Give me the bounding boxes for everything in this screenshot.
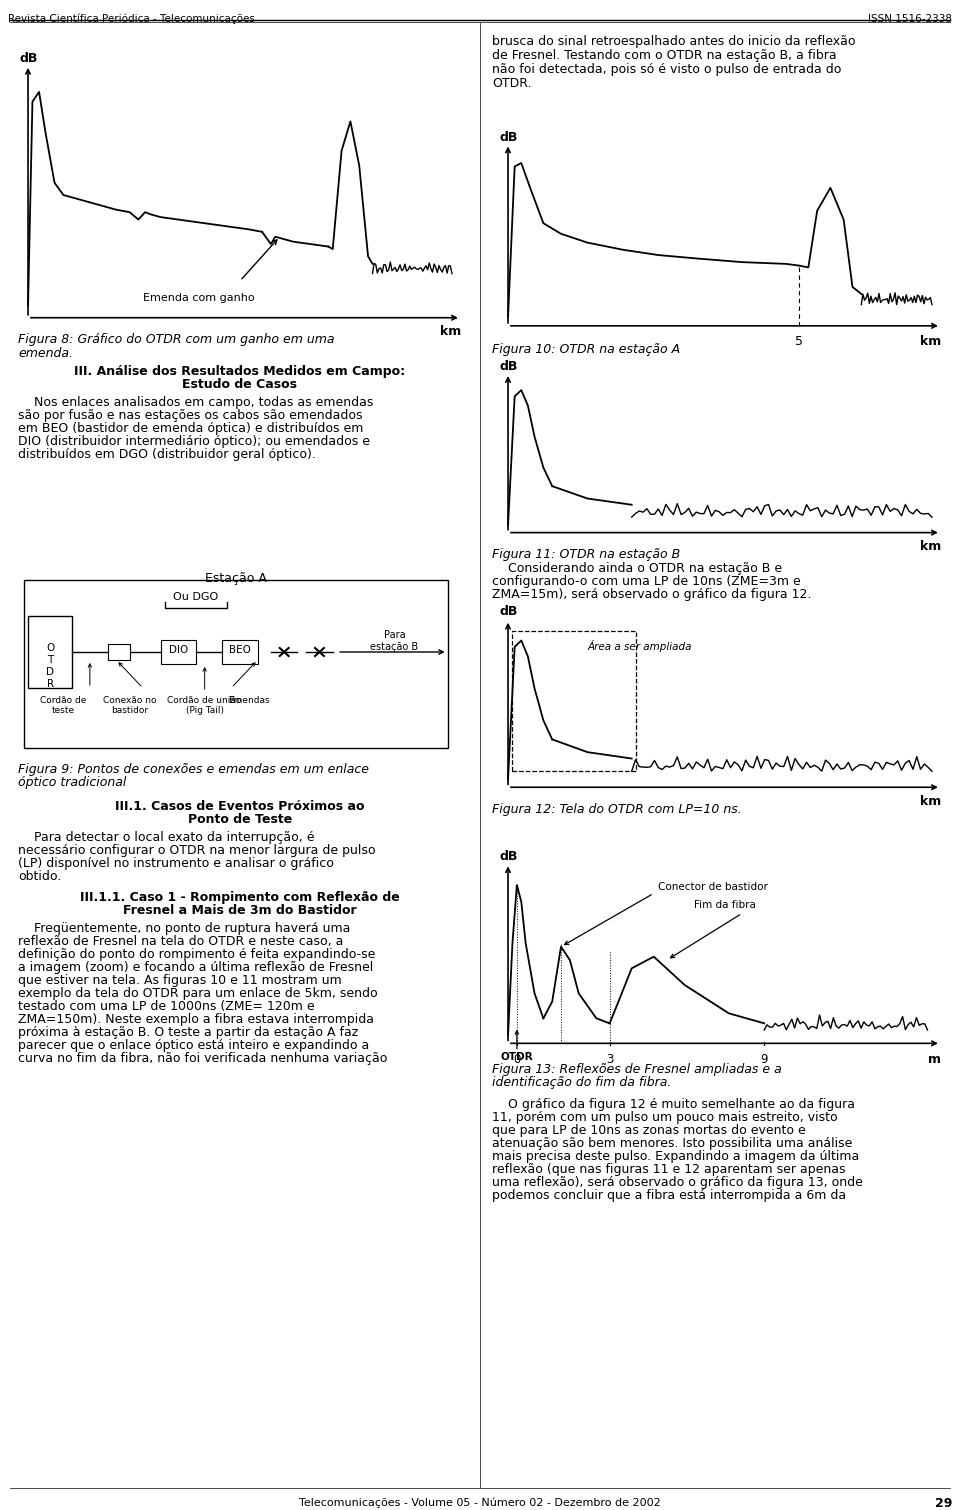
Text: m: m bbox=[927, 1054, 941, 1066]
Text: Para: Para bbox=[384, 630, 405, 640]
Text: III.1.1. Caso 1 - Rompimento com Reflexão de: III.1.1. Caso 1 - Rompimento com Reflexã… bbox=[80, 891, 400, 904]
Text: em BEO (bastidor de emenda óptica) e distribuídos em: em BEO (bastidor de emenda óptica) e dis… bbox=[18, 421, 364, 435]
Text: Emendas: Emendas bbox=[228, 696, 270, 705]
Text: Ponto de Teste: Ponto de Teste bbox=[188, 812, 292, 826]
Text: mais precisa deste pulso. Expandindo a imagem da última: mais precisa deste pulso. Expandindo a i… bbox=[492, 1151, 859, 1163]
Text: R: R bbox=[46, 680, 54, 689]
Text: km: km bbox=[440, 325, 461, 338]
Text: atenuação são bem menores. Isto possibilita uma análise: atenuação são bem menores. Isto possibil… bbox=[492, 1137, 852, 1151]
Text: Figura 12: Tela do OTDR com LP=10 ns.: Figura 12: Tela do OTDR com LP=10 ns. bbox=[492, 803, 742, 815]
Text: T: T bbox=[47, 655, 53, 664]
Text: de Fresnel. Testando com o OTDR na estação B, a fibra: de Fresnel. Testando com o OTDR na estaç… bbox=[492, 48, 836, 62]
Text: Fim da fibra: Fim da fibra bbox=[693, 900, 756, 911]
Text: 5: 5 bbox=[796, 335, 804, 347]
Text: testado com uma LP de 1000ns (ZME= 120m e: testado com uma LP de 1000ns (ZME= 120m … bbox=[18, 1000, 315, 1013]
Text: O gráfico da figura 12 é muito semelhante ao da figura: O gráfico da figura 12 é muito semelhant… bbox=[492, 1098, 855, 1111]
Text: (LP) disponível no instrumento e analisar o gráfico: (LP) disponível no instrumento e analisa… bbox=[18, 858, 334, 870]
Text: dB: dB bbox=[499, 606, 517, 618]
Text: Nos enlaces analisados em campo, todas as emendas: Nos enlaces analisados em campo, todas a… bbox=[18, 396, 373, 409]
Text: definição do ponto do rompimento é feita expandindo-se: definição do ponto do rompimento é feita… bbox=[18, 948, 375, 960]
Text: III. Análise dos Resultados Medidos em Campo:: III. Análise dos Resultados Medidos em C… bbox=[75, 365, 405, 378]
Text: a imagem (zoom) e focando a última reflexão de Fresnel: a imagem (zoom) e focando a última refle… bbox=[18, 960, 373, 974]
Text: Cordão de união
(Pig Tail): Cordão de união (Pig Tail) bbox=[167, 696, 242, 716]
Text: BEO: BEO bbox=[229, 645, 251, 655]
Text: dB: dB bbox=[499, 850, 517, 864]
Text: são por fusão e nas estações os cabos são emendados: são por fusão e nas estações os cabos sã… bbox=[18, 409, 363, 421]
Bar bbox=[160, 640, 196, 664]
Text: Área a ser ampliada: Área a ser ampliada bbox=[588, 640, 692, 652]
Text: Figura 13: Reflexões de Fresnel ampliadas e a: Figura 13: Reflexões de Fresnel ampliada… bbox=[492, 1063, 781, 1077]
Text: identificação do fim da fibra.: identificação do fim da fibra. bbox=[492, 1077, 671, 1089]
Text: que estiver na tela. As figuras 10 e 11 mostram um: que estiver na tela. As figuras 10 e 11 … bbox=[18, 974, 342, 988]
Text: km: km bbox=[920, 541, 941, 553]
Bar bbox=[223, 640, 257, 664]
Text: não foi detectada, pois só é visto o pulso de entrada do: não foi detectada, pois só é visto o pul… bbox=[492, 63, 841, 76]
Bar bbox=[108, 643, 130, 660]
Text: Conector de bastidor: Conector de bastidor bbox=[659, 882, 768, 892]
Text: Fresnel a Mais de 3m do Bastidor: Fresnel a Mais de 3m do Bastidor bbox=[123, 904, 357, 917]
Text: ZMA=150m). Neste exemplo a fibra estava interrompida: ZMA=150m). Neste exemplo a fibra estava … bbox=[18, 1013, 374, 1025]
Text: Conexão no
bastidor: Conexão no bastidor bbox=[103, 696, 156, 716]
Text: Considerando ainda o OTDR na estação B e: Considerando ainda o OTDR na estação B e bbox=[492, 562, 782, 575]
Text: Telecomunicações - Volume 05 - Número 02 - Dezembro de 2002: Telecomunicações - Volume 05 - Número 02… bbox=[300, 1496, 660, 1507]
Text: obtido.: obtido. bbox=[18, 870, 61, 883]
Text: podemos concluir que a fibra está interrompida a 6m da: podemos concluir que a fibra está interr… bbox=[492, 1188, 846, 1202]
Text: Figura 11: OTDR na estação B: Figura 11: OTDR na estação B bbox=[492, 548, 681, 562]
Text: ZMA=15m), será observado o gráfico da figura 12.: ZMA=15m), será observado o gráfico da fi… bbox=[492, 587, 811, 601]
Bar bbox=[28, 616, 72, 689]
Text: reflexão de Fresnel na tela do OTDR e neste caso, a: reflexão de Fresnel na tela do OTDR e ne… bbox=[18, 935, 344, 948]
Text: 3: 3 bbox=[606, 1054, 613, 1066]
Text: reflexão (que nas figuras 11 e 12 aparentam ser apenas: reflexão (que nas figuras 11 e 12 aparen… bbox=[492, 1163, 846, 1176]
Text: Para detectar o local exato da interrupção, é: Para detectar o local exato da interrupç… bbox=[18, 831, 315, 844]
Text: Emenda com ganho: Emenda com ganho bbox=[143, 293, 254, 304]
Text: III.1. Casos de Eventos Próximos ao: III.1. Casos de Eventos Próximos ao bbox=[115, 800, 365, 812]
Text: Figura 8: Gráfico do OTDR com um ganho em uma: Figura 8: Gráfico do OTDR com um ganho e… bbox=[18, 334, 334, 346]
Text: Figura 10: OTDR na estação A: Figura 10: OTDR na estação A bbox=[492, 343, 680, 356]
Text: curva no fim da fibra, não foi verificada nenhuma variação: curva no fim da fibra, não foi verificad… bbox=[18, 1052, 388, 1065]
Text: 0: 0 bbox=[514, 1054, 520, 1066]
Text: dB: dB bbox=[499, 130, 517, 143]
Text: estação B: estação B bbox=[371, 642, 419, 652]
Text: 11, porém com um pulso um pouco mais estreito, visto: 11, porém com um pulso um pouco mais est… bbox=[492, 1111, 838, 1123]
Text: dB: dB bbox=[499, 359, 517, 373]
Text: brusca do sinal retroespalhado antes do inicio da reflexão: brusca do sinal retroespalhado antes do … bbox=[492, 35, 855, 48]
Text: OTDR: OTDR bbox=[500, 1051, 533, 1062]
Text: DIO (distribuidor intermediário óptico); ou emendados e: DIO (distribuidor intermediário óptico);… bbox=[18, 435, 370, 448]
Text: exemplo da tela do OTDR para um enlace de 5km, sendo: exemplo da tela do OTDR para um enlace d… bbox=[18, 988, 377, 1000]
Text: dB: dB bbox=[19, 51, 37, 65]
Text: próxima à estação B. O teste a partir da estação A faz: próxima à estação B. O teste a partir da… bbox=[18, 1025, 358, 1039]
Text: emenda.: emenda. bbox=[18, 347, 73, 359]
Text: O: O bbox=[46, 643, 54, 652]
Text: necessário configurar o OTDR na menor largura de pulso: necessário configurar o OTDR na menor la… bbox=[18, 844, 375, 858]
Text: D: D bbox=[46, 667, 54, 676]
Text: configurando-o com uma LP de 10ns (ZME=3m e: configurando-o com uma LP de 10ns (ZME=3… bbox=[492, 575, 801, 587]
Text: óptico tradicional: óptico tradicional bbox=[18, 776, 127, 790]
Text: Freqüentemente, no ponto de ruptura haverá uma: Freqüentemente, no ponto de ruptura have… bbox=[18, 923, 350, 935]
Text: distribuídos em DGO (distribuidor geral óptico).: distribuídos em DGO (distribuidor geral … bbox=[18, 448, 316, 461]
Text: km: km bbox=[920, 335, 941, 347]
Text: ISSN 1516-2338: ISSN 1516-2338 bbox=[868, 14, 952, 24]
Text: Estudo de Casos: Estudo de Casos bbox=[182, 378, 298, 391]
Text: que para LP de 10ns as zonas mortas do evento e: que para LP de 10ns as zonas mortas do e… bbox=[492, 1123, 805, 1137]
Text: km: km bbox=[920, 796, 941, 808]
Text: Ou DGO: Ou DGO bbox=[173, 592, 219, 602]
Text: uma reflexão), será observado o gráfico da figura 13, onde: uma reflexão), será observado o gráfico … bbox=[492, 1176, 863, 1188]
Text: Cordão de
teste: Cordão de teste bbox=[40, 696, 86, 716]
Text: DIO: DIO bbox=[169, 645, 188, 655]
Text: parecer que o enlace óptico está inteiro e expandindo a: parecer que o enlace óptico está inteiro… bbox=[18, 1039, 370, 1052]
Text: 9: 9 bbox=[760, 1054, 768, 1066]
Text: Estação A: Estação A bbox=[204, 572, 267, 584]
Bar bbox=[513, 631, 636, 772]
Text: Revista Científica Periódica - Telecomunicações: Revista Científica Periódica - Telecomun… bbox=[8, 14, 254, 24]
Bar bbox=[24, 580, 447, 747]
Text: 29: 29 bbox=[935, 1496, 952, 1510]
Text: OTDR.: OTDR. bbox=[492, 77, 532, 91]
Text: Figura 9: Pontos de conexões e emendas em um enlace: Figura 9: Pontos de conexões e emendas e… bbox=[18, 763, 369, 776]
